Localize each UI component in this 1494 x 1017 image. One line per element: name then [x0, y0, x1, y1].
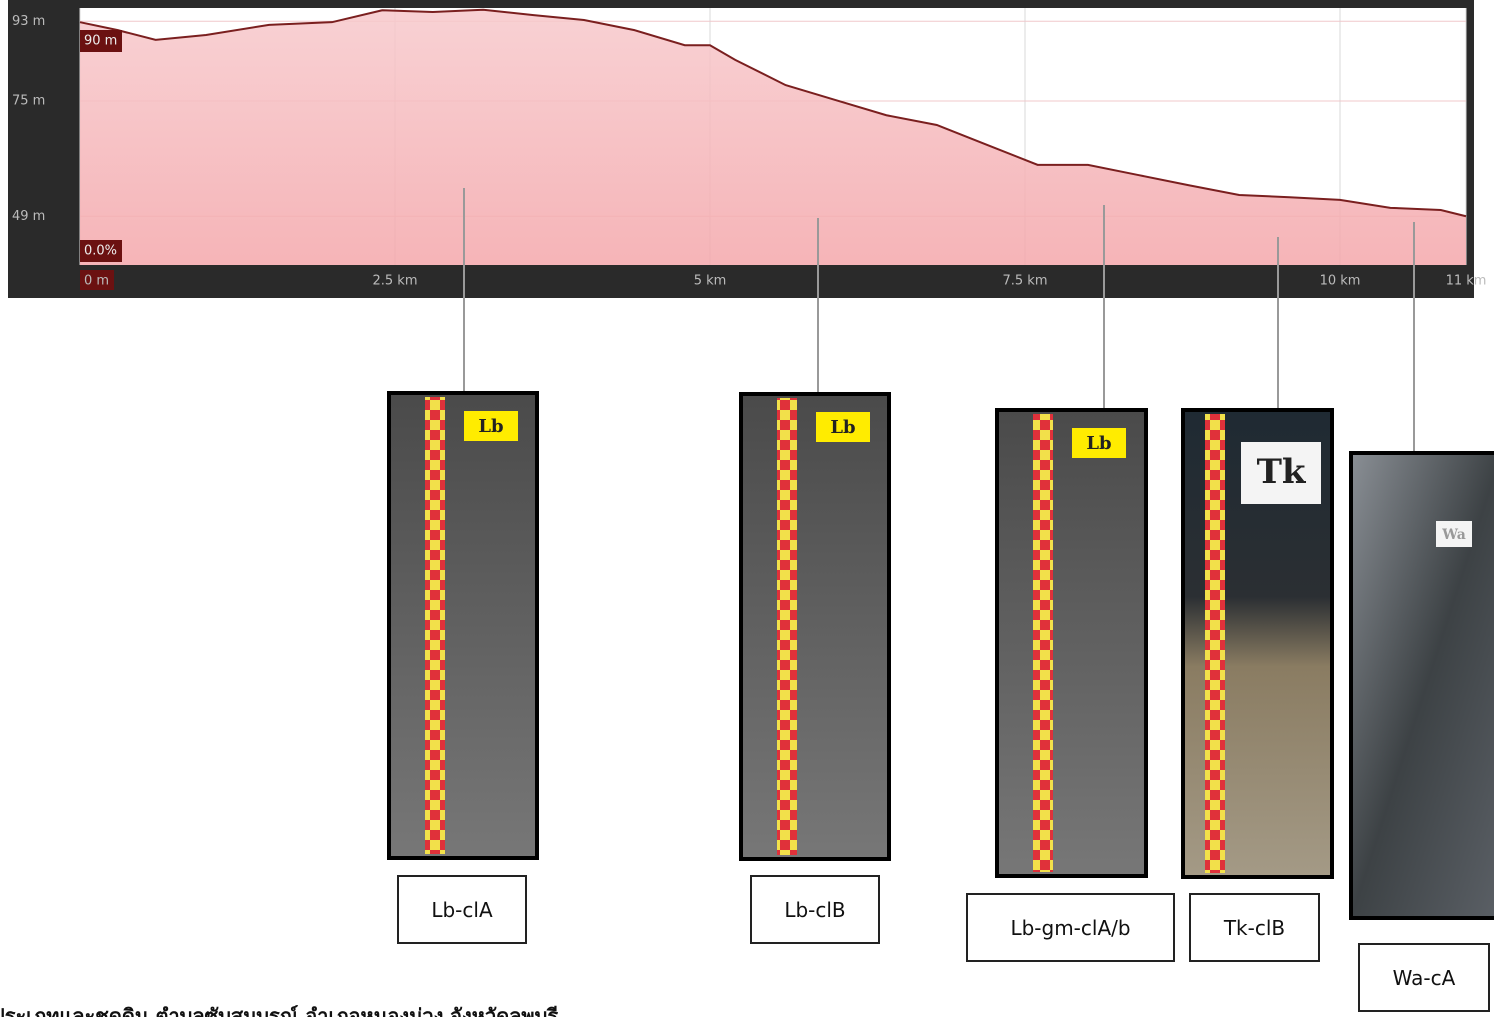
annotation: 90 m [84, 34, 117, 49]
soil-sign-text: Tk [1257, 452, 1307, 492]
soil-label: Lb-clA [397, 875, 527, 944]
x-tick-label: 0 m [84, 274, 109, 289]
y-tick-label: 93 m [12, 14, 45, 29]
caption: ประเภทและชุดดิน ตำบลซับสมบูรณ์ อำเภอหนอง… [0, 1000, 558, 1017]
measuring-tape [777, 398, 797, 855]
measuring-tape [425, 397, 445, 854]
x-tick-label: 2.5 km [373, 274, 418, 289]
soil-photo [741, 394, 889, 859]
soil-label: Tk-clB [1189, 893, 1320, 962]
x-tick-label: 11 km [1446, 274, 1487, 289]
soil-sign-text: Lb [830, 417, 855, 438]
page: 93 m 75 m 49 m 0 m 2.5 km 5 km 7.5 km 10 km 11 k… [0, 0, 1494, 1017]
measuring-tape [1205, 414, 1225, 873]
soil-sign-text: Wa [1441, 527, 1466, 543]
chart: 93 m 75 m 49 m 0 m 2.5 km 5 km 7.5 km 10 km 11 k… [0, 0, 1494, 1000]
x-tick-label: 10 km [1320, 274, 1361, 289]
soil-label: Lb-clB [750, 875, 880, 944]
x-tick-label: 7.5 km [1003, 274, 1048, 289]
x-tick-label: 5 km [694, 274, 727, 289]
soil-photo [997, 410, 1146, 876]
soil-sign-text: Lb [478, 416, 503, 437]
soil-photo [389, 393, 537, 858]
y-tick-label: 75 m [12, 94, 45, 109]
y-tick-label: 49 m [12, 209, 45, 224]
soil-label: Lb-gm-clA/b [966, 893, 1175, 962]
annotation: 0.0% [84, 244, 117, 259]
soil-label: Wa-cA [1358, 943, 1490, 1012]
soil-photo [1351, 453, 1494, 918]
soil-sign-text: Lb [1086, 433, 1111, 454]
measuring-tape [1033, 414, 1053, 872]
